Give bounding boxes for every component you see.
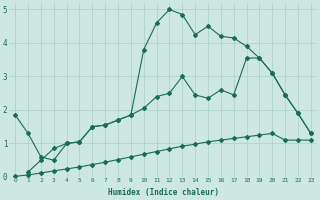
X-axis label: Humidex (Indice chaleur): Humidex (Indice chaleur) [108,188,219,197]
